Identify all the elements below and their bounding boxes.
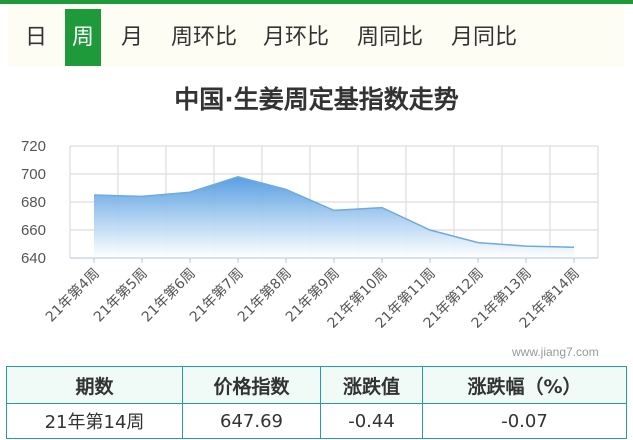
header-price-index: 价格指数 <box>182 366 321 404</box>
y-tick-label: 700 <box>21 166 46 183</box>
tab-week-year-on-year[interactable]: 周同比 <box>356 25 423 50</box>
index-summary-table: 期数 价格指数 涨跌值 涨跌幅（%） 21年第14周 647.69 -0.44 … <box>6 366 627 439</box>
chart-title: 中国·生姜周定基指数走势 <box>174 85 459 114</box>
tab-month-on-month[interactable]: 月环比 <box>262 25 329 50</box>
tab-week[interactable]: 周 <box>65 9 101 66</box>
area-fill <box>94 176 574 258</box>
period-tab-bar: 日 周 月 周环比 月环比 周同比 月同比 <box>8 4 624 66</box>
header-change-value: 涨跌值 <box>320 366 423 404</box>
y-tick-label: 680 <box>21 194 46 211</box>
cell-period: 21年第14周 <box>6 403 183 439</box>
series-line <box>93 176 575 248</box>
cell-change-percent: -0.07 <box>422 403 627 439</box>
y-tick-label: 660 <box>21 222 46 239</box>
y-tick-label: 640 <box>21 250 46 267</box>
y-tick-label: 720 <box>21 138 46 155</box>
watermark: www.jiang7.com <box>512 345 599 359</box>
tab-day[interactable]: 日 <box>24 25 47 50</box>
tab-month-year-on-year[interactable]: 月同比 <box>450 25 517 50</box>
table-row: 21年第14周 647.69 -0.44 -0.07 <box>6 403 627 439</box>
header-change-percent: 涨跌幅（%） <box>422 366 627 404</box>
top-accent-line <box>0 0 633 4</box>
price-index-chart: 640 660 680 700 720 21年第4周21年第5周21年第6周21年第7周… <box>21 138 599 332</box>
header-period: 期数 <box>6 366 183 404</box>
cell-change-value: -0.44 <box>320 403 423 439</box>
tab-month[interactable]: 月 <box>120 25 143 50</box>
tab-week-on-week[interactable]: 周环比 <box>170 25 237 50</box>
y-axis-labels: 640 660 680 700 720 <box>21 138 46 267</box>
cell-price-index: 647.69 <box>182 403 321 439</box>
x-axis-labels: 21年第4周21年第5周21年第6周21年第7周21年第8周21年第9周21年第… <box>42 258 583 332</box>
table-header-row: 期数 价格指数 涨跌值 涨跌幅（%） <box>6 366 627 404</box>
